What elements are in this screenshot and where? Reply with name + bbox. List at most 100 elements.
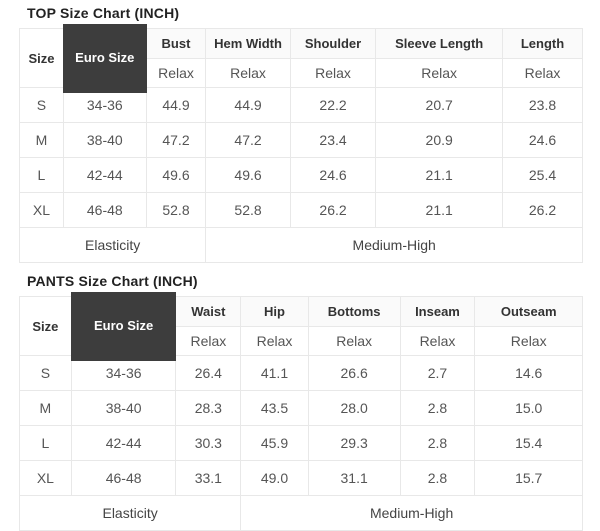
elasticity-label: Elasticity xyxy=(18,227,207,263)
pants-header-row: Size Euro Size Waist Hip Bottoms Inseam … xyxy=(19,292,583,361)
measurement-cell: 24.6 xyxy=(502,122,583,158)
measurement-cell: 28.0 xyxy=(307,390,401,426)
pants-col-size: Size xyxy=(19,296,72,356)
table-row: M 38-40 47.2 47.2 23.4 20.9 24.6 xyxy=(19,122,583,158)
euro-size-cell: 38-40 xyxy=(70,390,177,426)
size-cell: S xyxy=(19,355,72,391)
measurement-cell: 31.1 xyxy=(307,460,401,496)
measurement-cell: 21.1 xyxy=(375,157,503,193)
relax-subheader: Relax xyxy=(145,58,207,88)
pants-relax-row: Relax Relax Relax Relax Relax xyxy=(20,326,583,356)
measurement-cell: 29.3 xyxy=(307,425,401,461)
table-row: S 34-36 44.9 44.9 22.2 20.7 23.8 xyxy=(19,87,583,123)
measurement-cell: 21.1 xyxy=(375,192,503,228)
measurement-cell: 24.6 xyxy=(289,157,377,193)
pants-col-outseam: Outseam xyxy=(474,296,583,327)
measurement-cell: 26.4 xyxy=(175,355,242,391)
top-col-bust: Bust xyxy=(145,28,207,59)
relax-subheader: Relax xyxy=(289,58,377,88)
euro-size-cell: 42-44 xyxy=(62,157,147,193)
top-chart-title: TOP Size Chart (INCH) xyxy=(27,5,180,21)
measurement-cell: 26.6 xyxy=(307,355,401,391)
euro-size-cell: 42-44 xyxy=(70,425,177,461)
measurement-cell: 33.1 xyxy=(175,460,242,496)
elasticity-row: Elasticity Medium-High xyxy=(18,227,583,263)
table-row: S 34-36 26.4 41.1 26.6 2.7 14.6 xyxy=(19,355,583,391)
size-cell: M xyxy=(19,390,72,426)
top-col-length: Length xyxy=(502,28,583,59)
top-col-size: Size xyxy=(19,28,64,88)
euro-size-highlight xyxy=(70,292,177,361)
euro-size-label: Euro Size xyxy=(94,318,154,333)
elasticity-label: Elasticity xyxy=(18,495,242,531)
measurement-cell: 2.8 xyxy=(399,460,476,496)
measurement-cell: 44.9 xyxy=(145,87,207,123)
pants-chart-title: PANTS Size Chart (INCH) xyxy=(27,273,198,289)
measurement-cell: 49.6 xyxy=(205,157,291,193)
relax-subheader: Relax xyxy=(175,326,242,356)
measurement-cell: 49.0 xyxy=(240,460,309,496)
relax-subheader: Relax xyxy=(307,326,401,356)
measurement-cell: 26.2 xyxy=(502,192,583,228)
measurement-cell: 47.2 xyxy=(205,122,291,158)
table-row: L 42-44 30.3 45.9 29.3 2.8 15.4 xyxy=(19,425,583,461)
size-cell: XL xyxy=(19,192,64,228)
measurement-cell: 41.1 xyxy=(240,355,309,391)
pants-col-inseam: Inseam xyxy=(399,296,476,327)
measurement-cell: 14.6 xyxy=(474,355,583,391)
measurement-cell: 30.3 xyxy=(175,425,242,461)
euro-size-cell: 38-40 xyxy=(62,122,147,158)
pants-col-bottoms: Bottoms xyxy=(307,296,401,327)
relax-subheader: Relax xyxy=(375,58,503,88)
measurement-cell: 2.8 xyxy=(399,390,476,426)
measurement-cell: 23.4 xyxy=(289,122,377,158)
top-size-table: Size Euro Size Bust Hem Width Shoulder S… xyxy=(18,24,583,263)
measurement-cell: 43.5 xyxy=(240,390,309,426)
pants-col-euro-size: Euro Size xyxy=(70,292,177,361)
measurement-cell: 26.2 xyxy=(289,192,377,228)
top-header-row: Size Euro Size Bust Hem Width Shoulder S… xyxy=(19,24,583,93)
relax-subheader: Relax xyxy=(474,326,583,356)
measurement-cell: 52.8 xyxy=(205,192,291,228)
size-cell: M xyxy=(19,122,64,158)
euro-size-cell: 46-48 xyxy=(70,460,177,496)
size-cell: S xyxy=(19,87,64,123)
pants-col-hip: Hip xyxy=(240,296,309,327)
measurement-cell: 52.8 xyxy=(145,192,207,228)
measurement-cell: 22.2 xyxy=(289,87,377,123)
elasticity-value: Medium-High xyxy=(205,227,583,263)
size-cell: L xyxy=(19,157,64,193)
measurement-cell: 15.7 xyxy=(474,460,583,496)
top-col-euro-size: Euro Size xyxy=(62,24,147,93)
table-row: XL 46-48 33.1 49.0 31.1 2.8 15.7 xyxy=(19,460,583,496)
table-row: XL 46-48 52.8 52.8 26.2 21.1 26.2 xyxy=(19,192,583,228)
size-cell: XL xyxy=(19,460,72,496)
measurement-cell: 15.4 xyxy=(474,425,583,461)
relax-subheader: Relax xyxy=(502,58,583,88)
measurement-cell: 45.9 xyxy=(240,425,309,461)
measurement-cell: 25.4 xyxy=(502,157,583,193)
relax-subheader: Relax xyxy=(240,326,309,356)
top-col-shoulder: Shoulder xyxy=(289,28,377,59)
measurement-cell: 44.9 xyxy=(205,87,291,123)
euro-size-highlight xyxy=(62,24,147,93)
measurement-cell: 20.7 xyxy=(375,87,503,123)
top-relax-row: Relax Relax Relax Relax Relax xyxy=(20,58,583,88)
euro-size-cell: 46-48 xyxy=(62,192,147,228)
measurement-cell: 20.9 xyxy=(375,122,503,158)
euro-size-label: Euro Size xyxy=(75,50,135,65)
table-row: M 38-40 28.3 43.5 28.0 2.8 15.0 xyxy=(19,390,583,426)
table-row: L 42-44 49.6 49.6 24.6 21.1 25.4 xyxy=(19,157,583,193)
measurement-cell: 28.3 xyxy=(175,390,242,426)
relax-subheader: Relax xyxy=(399,326,476,356)
measurement-cell: 15.0 xyxy=(474,390,583,426)
top-col-sleeve-length: Sleeve Length xyxy=(375,28,503,59)
measurement-cell: 2.7 xyxy=(399,355,476,391)
measurement-cell: 23.8 xyxy=(502,87,583,123)
measurement-cell: 49.6 xyxy=(145,157,207,193)
pants-size-table: Size Euro Size Waist Hip Bottoms Inseam … xyxy=(18,292,583,531)
elasticity-value: Medium-High xyxy=(240,495,583,531)
elasticity-row: Elasticity Medium-High xyxy=(18,495,583,531)
pants-col-waist: Waist xyxy=(175,296,242,327)
